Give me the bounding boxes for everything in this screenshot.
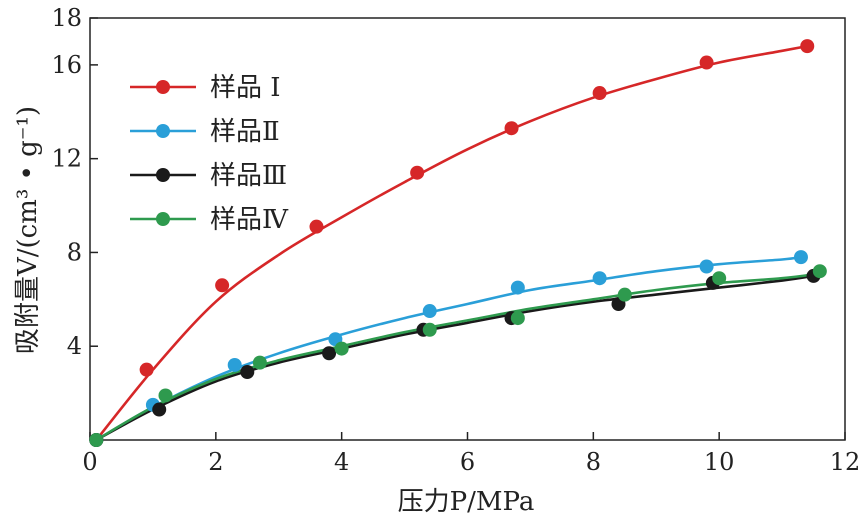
plot-frame [89, 17, 846, 441]
series-2-point [227, 357, 242, 372]
legend-label-2: 样品Ⅱ [210, 117, 280, 147]
legend-label-3: 样品Ⅲ [210, 161, 287, 191]
x-tick-label: 8 [586, 448, 601, 476]
y-tick-label: 12 [51, 145, 82, 173]
x-axis-label: 压力P/MPa [398, 487, 535, 517]
x-tick-label: 12 [830, 448, 858, 476]
series-1-point [309, 219, 324, 234]
series-3-point [152, 402, 167, 417]
series-1-line [95, 44, 808, 441]
y-tick-label: 8 [67, 238, 82, 266]
legend-marker-2 [156, 124, 170, 138]
series-4-point [510, 311, 525, 326]
series-4-point [617, 287, 632, 302]
series-3-line [95, 274, 814, 442]
series-1-point [800, 39, 815, 54]
series-4-point [89, 433, 104, 447]
series-group [89, 39, 827, 447]
series-2-point [793, 250, 808, 265]
y-axis-label: 吸附量V/(cm³ • g⁻¹) [13, 106, 43, 354]
x-tick-label: 0 [82, 448, 97, 476]
series-2-point [422, 304, 437, 319]
series-2-line [95, 255, 802, 442]
series-1-point [699, 55, 714, 70]
x-tick-label: 6 [460, 448, 475, 476]
legend-marker-1 [156, 80, 170, 94]
series-4-line [95, 272, 820, 442]
series-1-point [592, 86, 607, 101]
series-1-point [139, 362, 154, 377]
series-3-point [240, 365, 255, 380]
x-tick-label: 4 [334, 448, 349, 476]
series-2-point [510, 280, 525, 295]
legend-label-1: 样品 Ⅰ [210, 73, 281, 103]
y-tick-label: 18 [51, 4, 82, 32]
series-2-point [592, 271, 607, 286]
series-4-point [712, 271, 727, 286]
x-tick-label: 10 [704, 448, 735, 476]
series-4-point [334, 341, 349, 356]
plot-area [89, 17, 846, 441]
legend-label-4: 样品Ⅳ [210, 205, 289, 235]
series-1-point [504, 121, 519, 136]
y-tick-label: 16 [51, 51, 82, 79]
y-tick-label: 4 [67, 332, 82, 360]
legend-marker-4 [156, 212, 170, 226]
x-tick-label: 2 [208, 448, 223, 476]
axis-ticks: 0 2 4 6 8 10 12 4 8 12 16 18 [51, 4, 858, 476]
series-1-point [410, 165, 425, 180]
legend-marker-3 [156, 168, 170, 182]
series-4-point [812, 264, 827, 279]
series-2-point [699, 259, 714, 274]
series-4-point [422, 322, 437, 337]
series-4-point [158, 388, 173, 403]
series-1-point [215, 278, 230, 293]
series-3-point [322, 346, 337, 361]
series-4-point [252, 355, 267, 370]
legend: 样品 Ⅰ 样品Ⅱ 样品Ⅲ 样品Ⅳ [130, 73, 289, 235]
